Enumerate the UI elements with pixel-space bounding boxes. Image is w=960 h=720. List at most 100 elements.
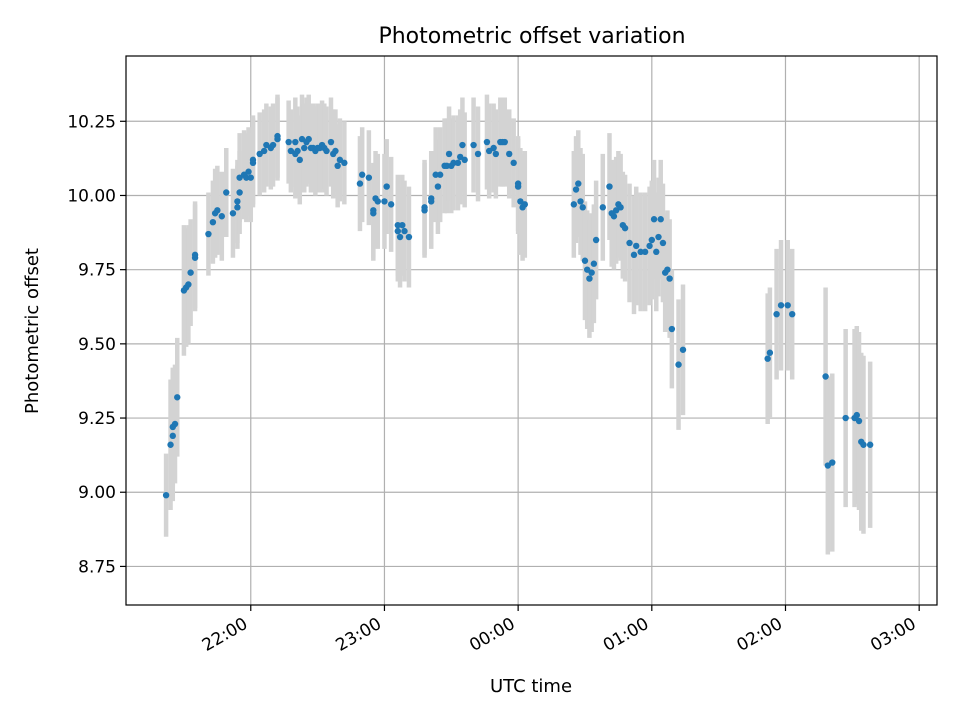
data-point: [401, 227, 408, 235]
data-point: [223, 189, 230, 196]
data-point: [679, 346, 687, 353]
data-point: [301, 144, 308, 152]
data-point: [630, 251, 638, 259]
data-point: [285, 138, 292, 146]
data-point: [506, 150, 513, 158]
data-point: [483, 138, 491, 146]
data-point: [432, 171, 439, 178]
data-point: [577, 198, 584, 205]
data-point: [459, 141, 466, 149]
data-point: [668, 325, 676, 333]
data-point: [853, 411, 860, 419]
data-point: [829, 459, 836, 466]
data-point: [777, 302, 785, 309]
x-tick-label: 03:00: [867, 614, 919, 656]
data-point: [358, 171, 366, 178]
y-tick-label: 8.75: [78, 557, 116, 577]
x-axis-label: UTC time: [490, 676, 572, 697]
x-tick-label: 22:00: [199, 614, 251, 656]
y-tick-label: 9.75: [78, 261, 116, 281]
data-point: [209, 218, 217, 226]
data-point: [394, 221, 402, 229]
data-point: [860, 441, 867, 448]
data-point: [214, 207, 221, 214]
y-tick-label: 10.25: [67, 112, 116, 132]
data-point: [305, 135, 312, 143]
data-point: [637, 248, 644, 256]
data-point: [370, 210, 377, 217]
data-point: [575, 180, 582, 187]
x-tick-label: 00:00: [466, 614, 518, 656]
data-point: [387, 201, 395, 208]
y-tick-label: 9.00: [78, 483, 116, 503]
data-point: [592, 236, 600, 244]
data-point: [269, 141, 277, 149]
x-tick-label: 01:00: [600, 614, 652, 656]
data-point: [171, 420, 179, 428]
data-point: [492, 150, 500, 158]
data-point: [633, 242, 640, 250]
data-point: [454, 159, 462, 167]
data-point: [399, 221, 406, 229]
data-point: [245, 168, 252, 175]
data-point: [842, 414, 849, 422]
data-point: [599, 204, 606, 211]
data-point: [191, 251, 199, 259]
data-point: [365, 174, 373, 181]
data-point: [381, 198, 388, 205]
data-point: [234, 204, 241, 211]
data-point: [666, 275, 673, 282]
data-point: [247, 174, 254, 181]
data-point: [218, 213, 226, 220]
data-point: [169, 432, 176, 440]
data-point: [646, 242, 653, 250]
x-tick-label: 23:00: [333, 614, 385, 656]
data-point: [428, 195, 435, 202]
data-point: [590, 260, 598, 267]
data-point: [334, 162, 341, 169]
data-point: [249, 156, 257, 164]
y-axis-label: Photometric offset: [22, 248, 43, 414]
data-point: [421, 207, 428, 214]
data-point: [650, 216, 658, 223]
data-point: [579, 204, 586, 211]
data-point: [648, 236, 656, 244]
data-point: [405, 233, 413, 241]
data-point: [185, 281, 192, 288]
plot-frame: [125, 55, 938, 606]
data-point: [167, 441, 174, 448]
data-point: [383, 183, 390, 190]
y-tick-label: 10.00: [67, 186, 116, 206]
data-point: [461, 156, 468, 164]
data-point: [229, 210, 237, 217]
data-point: [187, 269, 194, 276]
data-point: [327, 138, 335, 146]
y-tick-label: 9.25: [78, 409, 116, 429]
data-point: [332, 147, 339, 155]
data-point: [570, 201, 578, 208]
data-point: [274, 132, 281, 140]
data-point: [766, 349, 774, 356]
data-point: [443, 162, 451, 169]
y-axis-ticks: 8.75 9.00 9.25 9.50 9.75 10.00 10.25: [67, 112, 126, 577]
data-point: [581, 257, 589, 264]
data-point: [621, 224, 629, 232]
data-point: [822, 373, 829, 380]
data-points: [162, 132, 874, 499]
data-point: [490, 144, 497, 152]
data-point: [474, 150, 482, 158]
chart-title: Photometric offset variation: [378, 24, 685, 49]
data-point: [514, 180, 522, 187]
data-point: [773, 310, 780, 318]
data-point: [626, 239, 633, 247]
data-point: [588, 269, 595, 276]
data-point: [653, 248, 660, 256]
data-point: [174, 394, 181, 401]
data-point: [436, 171, 444, 178]
data-point: [606, 183, 613, 190]
data-point: [510, 159, 517, 167]
data-point: [501, 138, 508, 146]
data-point: [788, 310, 796, 318]
data-point: [236, 189, 243, 196]
